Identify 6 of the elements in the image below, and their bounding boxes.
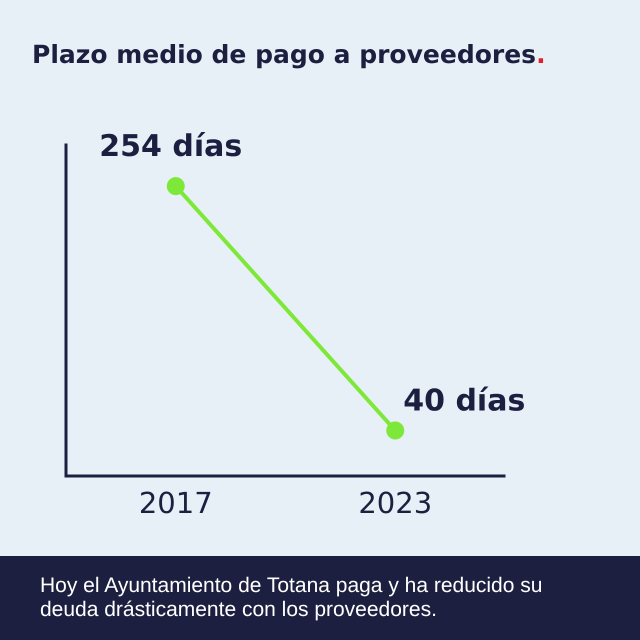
chart-title: Plazo medio de pago a proveedores. <box>32 40 546 69</box>
x-tick-label: 2023 <box>358 486 432 520</box>
x-tick-label: 2017 <box>138 486 213 520</box>
text: Hoy el Ayuntamiento de Totana paga y ha reducido su deuda drásticamente con los proveedores. <box>0 556 640 640</box>
data-label: 254 días <box>99 129 242 164</box>
data-label: 40 días <box>403 384 526 419</box>
